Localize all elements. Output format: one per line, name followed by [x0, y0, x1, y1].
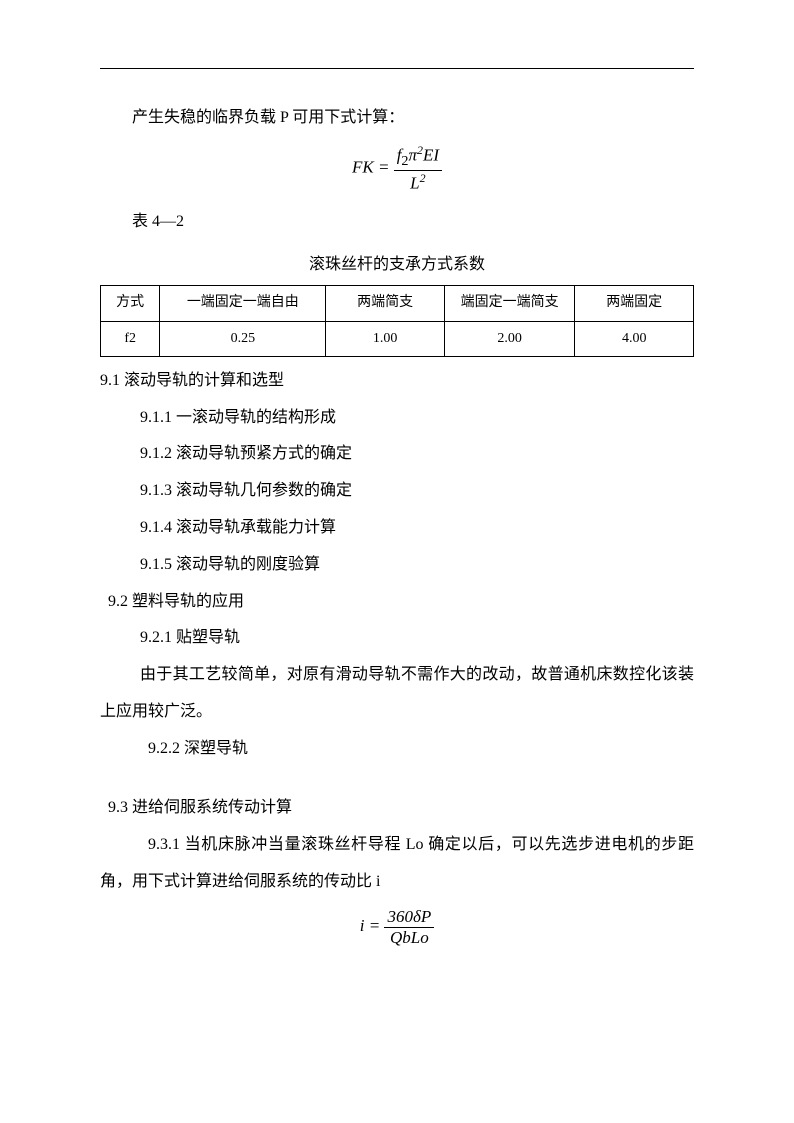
table-label: 表 4—2 [100, 204, 694, 241]
formula-lhs: FK [352, 157, 374, 176]
page: 产生失稳的临界负载 P 可用下式计算： FK = f2π2EI L2 表 4—2… [0, 0, 794, 1123]
support-table: 方式 一端固定一端自由 两端简支 端固定一端简支 两端固定 f2 0.25 1.… [100, 285, 694, 356]
formula-fk: FK = f2π2EI L2 [100, 143, 694, 194]
section-9-1-2: 9.1.2 滚动导轨预紧方式的确定 [100, 436, 694, 473]
table-cell: 0.25 [160, 321, 326, 356]
section-9-1-4: 9.1.4 滚动导轨承载能力计算 [100, 510, 694, 547]
content: 产生失稳的临界负载 P 可用下式计算： FK = f2π2EI L2 表 4—2… [100, 60, 694, 948]
table-header: 端固定一端简支 [444, 286, 574, 321]
table-header: 两端简支 [326, 286, 445, 321]
table-title: 滚珠丝杆的支承方式系数 [100, 247, 694, 284]
table-header: 一端固定一端自由 [160, 286, 326, 321]
section-9-2-2: 9.2.2 深塑导轨 [100, 731, 694, 768]
table-cell: 1.00 [326, 321, 445, 356]
formula-lhs: i [360, 916, 365, 935]
section-9-1-5: 9.1.5 滚动导轨的刚度验算 [100, 547, 694, 584]
formula-i: i = 360δP QbLo [100, 906, 694, 948]
section-9-3-1: 9.3.1 当机床脉冲当量滚珠丝杆导程 Lo 确定以后，可以先选步进电机的步距角… [100, 827, 694, 901]
table-header: 方式 [101, 286, 160, 321]
formula-denominator: QbLo [384, 928, 434, 948]
formula-fraction: 360δP QbLo [384, 907, 434, 949]
intro-paragraph: 产生失稳的临界负载 P 可用下式计算： [100, 100, 694, 137]
table-cell: 2.00 [444, 321, 574, 356]
formula-fraction: f2π2EI L2 [394, 143, 442, 194]
section-9-1-3: 9.1.3 滚动导轨几何参数的确定 [100, 473, 694, 510]
table-row: f2 0.25 1.00 2.00 4.00 [101, 321, 694, 356]
table-cell: f2 [101, 321, 160, 356]
section-9-1: 9.1 滚动导轨的计算和选型 [100, 363, 694, 400]
table-cell: 4.00 [575, 321, 694, 356]
section-9-2-1: 9.2.1 贴塑导轨 [100, 620, 694, 657]
equals: = [369, 916, 385, 935]
equals: = [378, 157, 394, 176]
section-9-2: 9.2 塑料导轨的应用 [100, 584, 694, 621]
table-header: 两端固定 [575, 286, 694, 321]
formula-numerator: f2π2EI [394, 143, 442, 171]
table-header-row: 方式 一端固定一端自由 两端简支 端固定一端简支 两端固定 [101, 286, 694, 321]
formula-denominator: L2 [394, 171, 442, 194]
header-rule [100, 68, 694, 69]
section-9-3: 9.3 进给伺服系统传动计算 [100, 790, 694, 827]
paragraph-9-2-1: 由于其工艺较简单，对原有滑动导轨不需作大的改动，故普通机床数控化该装上应用较广泛… [100, 657, 694, 731]
formula-numerator: 360δP [384, 907, 434, 928]
section-9-1-1: 9.1.1 一滚动导轨的结构形成 [100, 400, 694, 437]
